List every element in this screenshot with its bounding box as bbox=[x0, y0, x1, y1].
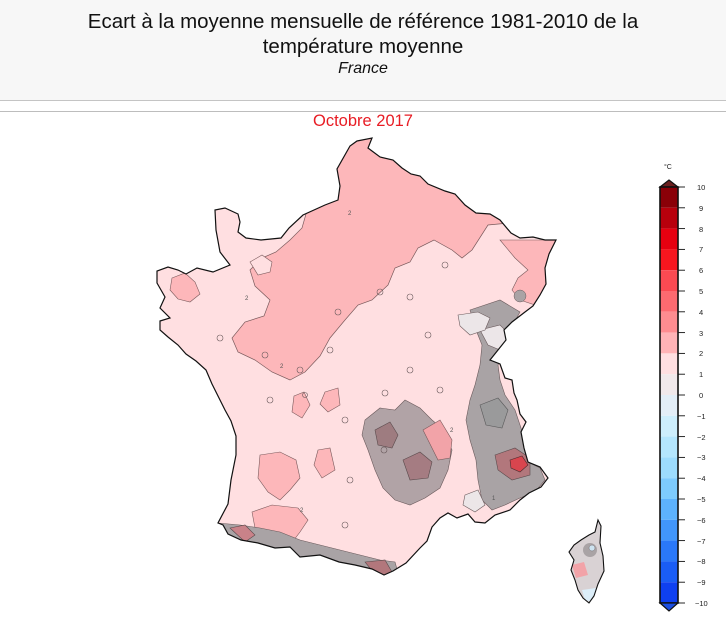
tick-label: 3 bbox=[699, 328, 704, 338]
tick-label: −3 bbox=[697, 453, 706, 463]
tick-label: −9 bbox=[697, 578, 706, 588]
tick-label: 0 bbox=[699, 391, 704, 400]
separator bbox=[0, 111, 726, 112]
tick-label: 4 bbox=[699, 307, 704, 317]
page-title: Ecart à la moyenne mensuelle de référenc… bbox=[0, 0, 726, 59]
tick-label: 9 bbox=[699, 203, 704, 213]
svg-text:2: 2 bbox=[348, 211, 352, 217]
tick-label: 8 bbox=[699, 224, 704, 234]
france-field: 2 2 2 2 1 2 bbox=[157, 138, 556, 575]
tick-label: −4 bbox=[697, 474, 706, 484]
region-subtitle: France bbox=[338, 60, 388, 77]
tick-label: −1 bbox=[697, 411, 706, 421]
svg-text:2: 2 bbox=[300, 508, 304, 514]
title-line-2: température moyenne bbox=[262, 35, 464, 58]
title-line-1: Ecart à la moyenne mensuelle de référenc… bbox=[87, 10, 639, 33]
svg-text:2: 2 bbox=[280, 364, 284, 370]
tick-label: 7 bbox=[699, 245, 704, 255]
svg-text:1: 1 bbox=[492, 496, 496, 502]
tick-label: 2 bbox=[699, 349, 704, 359]
tick-label: −7 bbox=[697, 536, 706, 546]
tick-label: −2 bbox=[697, 432, 706, 442]
tick-label: −6 bbox=[697, 515, 706, 525]
colorbar-unit: °C bbox=[664, 164, 672, 171]
tick-label: 5 bbox=[699, 287, 704, 296]
tick-label: −5 bbox=[697, 495, 706, 504]
tick-label: −10 bbox=[695, 599, 708, 608]
svg-text:2: 2 bbox=[245, 296, 249, 302]
tick-label: −8 bbox=[697, 557, 706, 567]
tick-label: 1 bbox=[699, 370, 704, 380]
svg-text:2: 2 bbox=[450, 428, 454, 434]
tick-label: 6 bbox=[699, 266, 704, 276]
page-header: Ecart à la moyenne mensuelle de référenc… bbox=[0, 0, 726, 101]
tick-label: 10 bbox=[697, 183, 706, 192]
colorbar bbox=[658, 179, 685, 612]
period-title: Octobre 2017 bbox=[313, 112, 413, 130]
